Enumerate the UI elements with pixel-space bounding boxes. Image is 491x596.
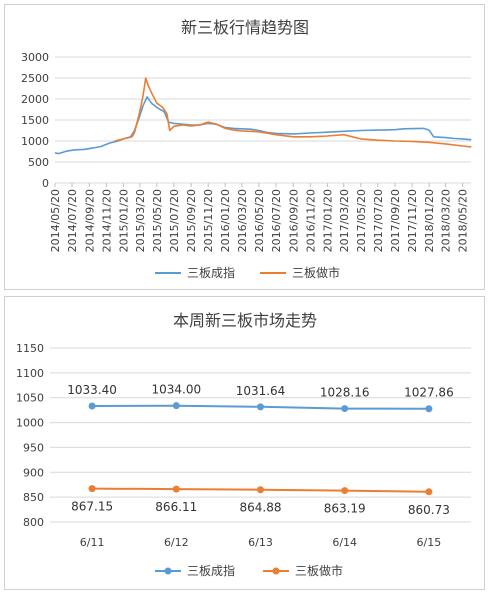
x-tick-label: 2018/05/20 [457,189,470,252]
trend-chart-panel: 新三板行情趋势图 0 500 1000 1500 2000 2500 3000 2014/05/… [4,4,485,290]
data-label: 1033.40 [67,383,117,397]
chart-title: 本周新三板市场走势 [173,311,317,330]
x-tick-label: 6/13 [248,536,273,549]
data-label: 864.88 [240,501,282,515]
x-tick-label: 2016/11/20 [304,189,317,252]
weekly-chart-panel: 本周新三板市场走势 800 850 900 950 1000 1050 1100 1150 6/1… [4,296,485,590]
x-tick-label: 2016/01/20 [219,189,232,252]
data-point [425,405,433,413]
data-point [88,402,96,410]
y-tick-label: 950 [23,441,44,454]
y-tick-label: 800 [23,516,44,529]
series-line [114,77,472,148]
data-label: 1028.16 [320,386,370,400]
data-point [257,403,264,411]
y-tick-label: 0 [42,177,49,190]
x-tick-label: 2014/09/20 [83,189,96,252]
series-market-making: 867.15 866.11 864.88 863.19 860.73 [71,485,450,517]
x-tick-label: 2016/03/20 [236,189,249,252]
x-tick-label: 6/12 [164,536,189,549]
x-tick-label: 2015/01/20 [117,189,130,252]
data-label: 860.73 [408,503,450,517]
x-tick-label: 6/15 [417,536,442,549]
x-tick-label: 2017/07/20 [372,189,385,252]
x-tick-label: 6/11 [80,536,105,549]
legend: 三板成指 三板做市 [155,563,343,578]
y-tick-label: 2500 [21,72,49,85]
data-point [172,485,180,493]
chart-title: 新三板行情趋势图 [181,18,309,37]
y-tick-label: 1500 [21,114,49,127]
x-tick-label: 2017/09/20 [389,189,402,252]
data-label: 866.11 [155,500,197,514]
y-tick-label: 850 [23,491,44,504]
x-tick-label: 2016/05/20 [253,189,266,252]
y-tick-label: 1000 [16,417,44,430]
data-label: 1031.64 [236,384,286,398]
x-tick-label: 2015/11/20 [202,189,215,252]
y-tick-label: 1050 [16,392,44,405]
x-tick-label: 2014/05/20 [49,189,62,252]
y-tick-label: 900 [23,466,44,479]
data-label: 1027.86 [404,386,454,400]
x-tick-label: 2017/03/20 [338,189,351,252]
legend-label: 三板做市 [295,563,343,578]
y-tick-label: 1150 [16,342,44,355]
y-tick-label: 2000 [21,93,49,106]
series-market-making [114,77,472,148]
trend-chart: 新三板行情趋势图 0 500 1000 1500 2000 2500 3000 2014/05/… [21,18,472,280]
y-tick-label: 1000 [21,135,49,148]
data-point [341,487,349,495]
weekly-chart: 本周新三板市场走势 800 850 900 950 1000 1050 1100 1150 6/1… [16,311,471,578]
x-tick-label: 6/14 [332,536,357,549]
x-tick-label: 2016/09/20 [287,189,300,252]
legend-label: 三板成指 [187,563,235,578]
data-label: 867.15 [71,500,113,514]
legend-label: 三板成指 [187,265,235,280]
series-index [54,96,472,155]
data-label: 1034.00 [151,383,201,397]
y-tick-label: 1100 [16,367,44,380]
x-tick-label: 2017/05/20 [355,189,368,252]
series-index: 1033.40 1034.00 1031.64 1028.16 1027.86 [67,383,454,413]
x-tick-label: 2017/01/20 [321,189,334,252]
x-tick-label: 2015/05/20 [151,189,164,252]
x-tick-label: 2018/01/20 [423,189,436,252]
legend: 三板成指 三板做市 [155,265,340,280]
x-tick-label: 2015/09/20 [185,189,198,252]
x-tick-label: 2014/11/20 [100,189,113,252]
data-point [172,402,180,410]
data-point [88,485,96,493]
legend-marker [272,567,280,575]
x-tick-label: 2018/03/20 [440,189,453,252]
data-point [425,488,433,496]
legend-marker [164,567,172,575]
x-tick-label: 2015/03/20 [134,189,147,252]
x-tick-label: 2017/11/20 [406,189,419,252]
legend-label: 三板做市 [292,265,340,280]
x-tick-label: 2014/07/20 [66,189,79,252]
data-label: 863.19 [324,502,366,516]
data-point [341,405,349,413]
y-tick-label: 500 [28,156,49,169]
series-line [54,96,472,155]
x-tick-label: 2015/07/20 [168,189,181,252]
y-tick-label: 3000 [21,51,49,64]
x-tick-label: 2016/07/20 [270,189,283,252]
data-point [257,486,264,494]
